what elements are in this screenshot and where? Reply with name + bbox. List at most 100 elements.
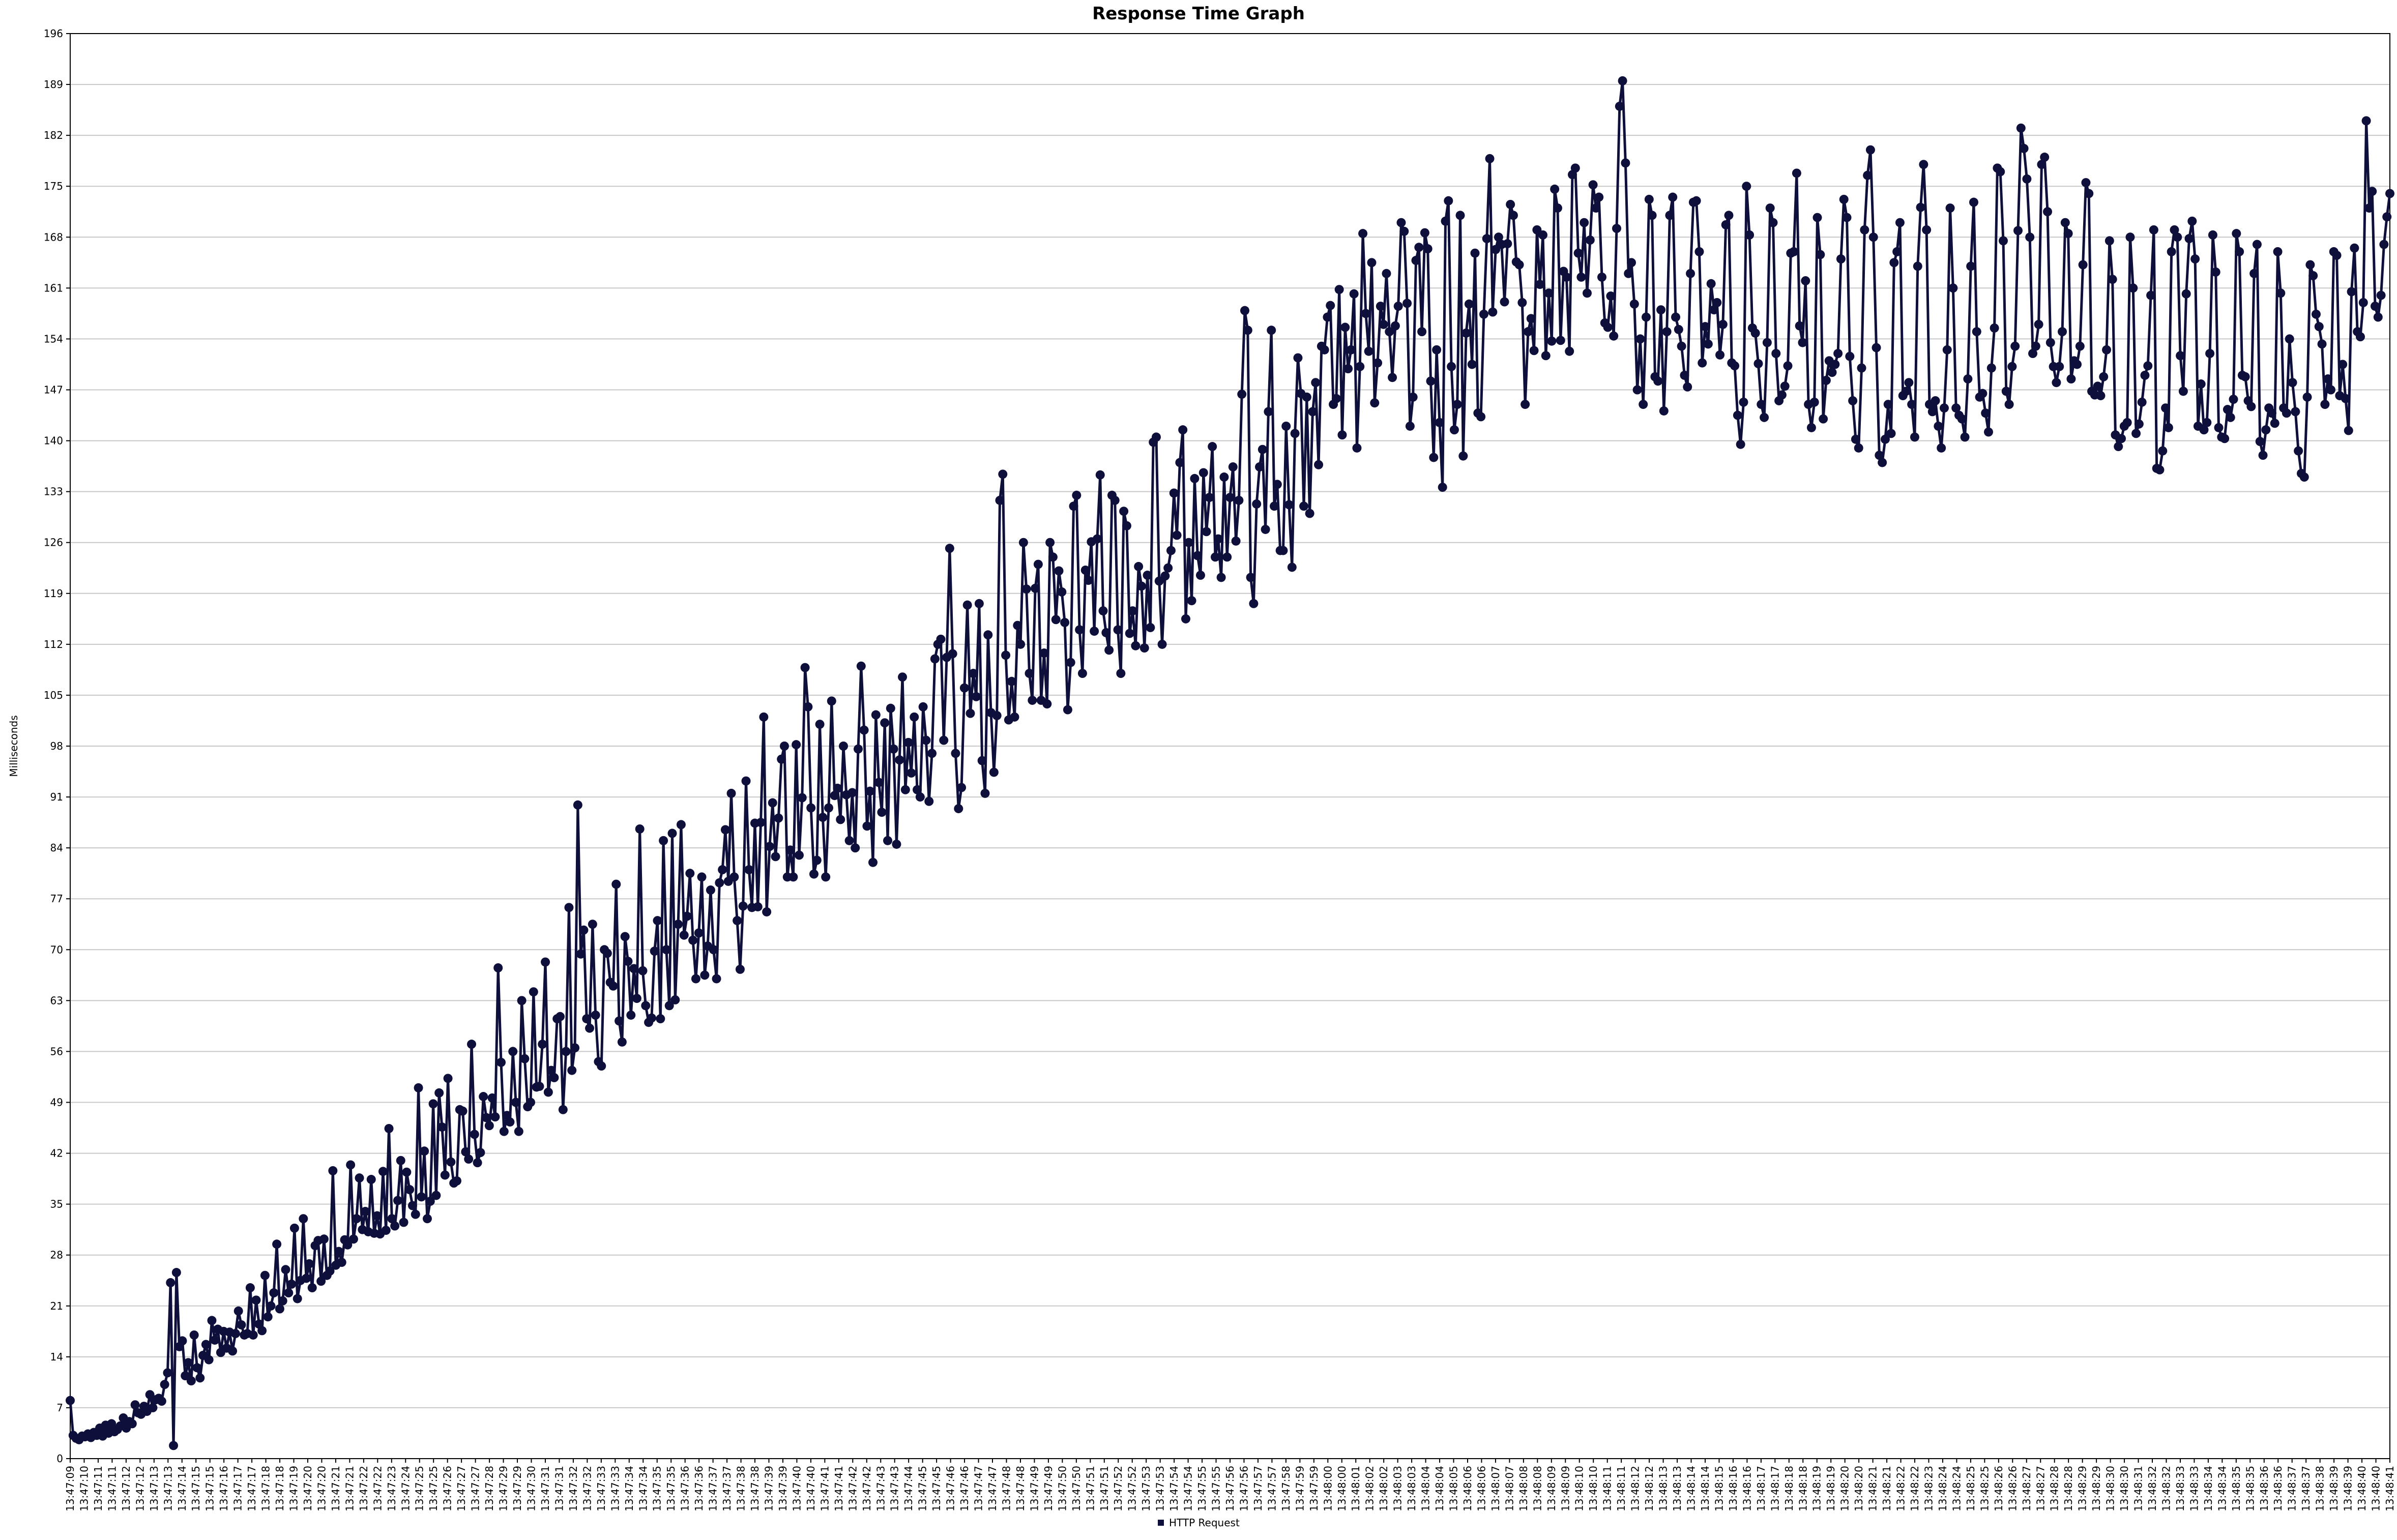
data-point: [346, 1160, 356, 1170]
x-tick-label: 13:47:50: [1056, 1466, 1068, 1512]
data-point: [1730, 361, 1740, 371]
data-point: [1736, 439, 1745, 449]
x-tick-label: 13:47:32: [581, 1466, 593, 1512]
x-tick-label: 13:48:20: [1853, 1466, 1865, 1512]
data-point: [1399, 226, 1409, 236]
data-point: [1494, 232, 1503, 242]
data-point: [464, 1154, 474, 1164]
x-tick-label: 13:47:24: [399, 1466, 412, 1512]
data-point: [697, 872, 707, 882]
data-point: [620, 932, 630, 941]
y-axis-ticks: 0 7 14 21 28 35 42 49 56 63 70 77 84 91 98 105 112 119 126…: [44, 27, 70, 1465]
data-point: [1851, 434, 1860, 444]
data-point: [907, 768, 916, 778]
data-point: [759, 712, 769, 722]
data-point: [487, 1093, 497, 1103]
data-point: [1922, 225, 1932, 234]
data-point: [1054, 566, 1064, 576]
data-point: [422, 1214, 432, 1224]
data-point: [1618, 76, 1627, 85]
data-point: [2045, 338, 2055, 347]
data-point: [2125, 232, 2135, 242]
data-point: [1234, 495, 1244, 505]
data-point: [355, 1173, 364, 1183]
x-tick-label: 13:47:15: [190, 1466, 202, 1512]
x-tick-label: 13:47:22: [371, 1466, 384, 1512]
y-tick-label: 91: [50, 791, 63, 803]
data-point: [107, 1419, 116, 1429]
data-point: [1750, 328, 1760, 338]
data-point: [1308, 407, 1318, 417]
data-point: [302, 1274, 311, 1283]
x-tick-label: 13:48:29: [2077, 1466, 2089, 1512]
data-point: [2187, 216, 2197, 226]
data-point: [720, 825, 730, 835]
data-point: [1326, 301, 1335, 310]
data-point: [913, 785, 922, 794]
x-tick-label: 13:47:49: [1028, 1466, 1040, 1512]
data-point: [1603, 322, 1613, 332]
x-tick-label: 13:48:21: [1881, 1466, 1893, 1512]
x-tick-label: 13:48:22: [1895, 1466, 1907, 1512]
data-point: [1131, 641, 1141, 650]
data-point: [1990, 323, 1999, 333]
data-point: [1077, 669, 1087, 678]
x-tick-label: 13:47:41: [819, 1466, 831, 1512]
data-point: [1827, 368, 1837, 377]
data-point: [661, 945, 671, 955]
x-tick-label: 13:47:34: [623, 1466, 635, 1512]
data-point: [2176, 351, 2185, 361]
data-point: [2052, 378, 2061, 388]
data-point: [2276, 288, 2286, 298]
data-point: [2305, 260, 2315, 270]
data-point: [1355, 362, 1365, 371]
data-point: [2170, 225, 2179, 234]
data-point: [1517, 298, 1527, 307]
data-point: [1733, 410, 1742, 420]
data-point: [2007, 362, 2017, 371]
data-point: [880, 718, 890, 728]
x-tick-label: 13:48:30: [2118, 1466, 2130, 1512]
series-http-request: [66, 76, 2394, 1450]
data-point: [1889, 258, 1899, 268]
x-tick-label: 13:48:27: [2021, 1466, 2033, 1512]
data-point: [1202, 527, 1211, 537]
data-point: [959, 683, 969, 693]
x-tick-label: 13:48:14: [1685, 1466, 1698, 1512]
data-point: [1393, 302, 1403, 311]
data-point: [1904, 378, 1914, 388]
data-point: [1343, 364, 1353, 374]
data-point: [1880, 434, 1890, 444]
data-point: [1272, 480, 1282, 489]
data-point: [1523, 327, 1533, 337]
data-point: [148, 1403, 158, 1412]
data-point: [868, 857, 878, 867]
y-tick-label: 182: [44, 129, 63, 141]
data-point: [1122, 521, 1131, 530]
data-point: [186, 1376, 196, 1386]
data-point: [1624, 269, 1633, 278]
data-point: [1845, 351, 1855, 361]
x-tick-label: 13:48:26: [2006, 1466, 2019, 1512]
data-point: [1795, 321, 1804, 331]
data-point: [1544, 288, 1554, 298]
data-point: [1095, 470, 1105, 480]
data-point: [1066, 658, 1075, 667]
data-point: [1287, 562, 1297, 572]
x-tick-label: 13:47:36: [679, 1466, 691, 1512]
data-point: [877, 808, 887, 817]
data-point: [1535, 280, 1545, 289]
data-point: [992, 710, 1002, 720]
data-point: [1642, 312, 1651, 322]
data-point: [2058, 327, 2067, 337]
data-point: [2004, 400, 2014, 409]
data-point: [1647, 211, 1657, 220]
x-tick-label: 13:48:17: [1769, 1466, 1781, 1512]
x-tick-label: 13:48:12: [1643, 1466, 1655, 1512]
data-point: [1479, 309, 1488, 319]
data-point: [2373, 312, 2383, 322]
data-point: [287, 1279, 297, 1289]
data-point: [2338, 360, 2348, 369]
data-point: [2104, 236, 2114, 246]
data-point: [2178, 387, 2188, 396]
